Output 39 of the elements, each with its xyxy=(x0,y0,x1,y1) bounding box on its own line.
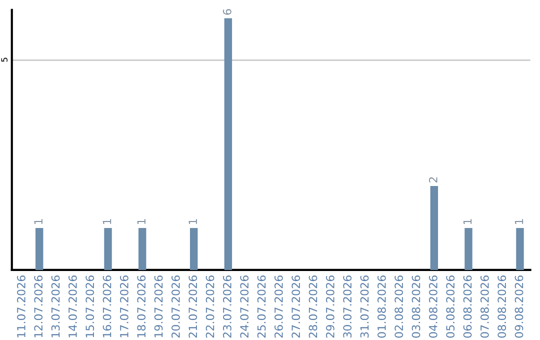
x-tick-label: 08.08.2026 xyxy=(498,276,506,338)
x-tick-label: 18.07.2026 xyxy=(137,276,146,338)
x-tick-label: 28.07.2026 xyxy=(308,276,318,338)
x-tick-label: 05.08.2026 xyxy=(446,276,455,338)
x-tick-label: 26.07.2026 xyxy=(274,276,283,338)
x-tick-label: 30.07.2026 xyxy=(343,276,352,338)
data-label: 6 xyxy=(222,9,232,15)
data-label: 1 xyxy=(137,219,146,224)
x-tick-label: 04.08.2026 xyxy=(428,276,438,338)
x-tick-label: 14.07.2026 xyxy=(68,276,77,338)
x-tick-label: 09.08.2026 xyxy=(514,276,524,338)
x-tick-label: 13.07.2026 xyxy=(51,276,60,338)
x-tick-label: 07.08.2026 xyxy=(480,276,489,338)
x-tick-label: 29.07.2026 xyxy=(326,276,334,338)
x-tick-label: 06.08.2026 xyxy=(463,276,472,338)
x-tick-label: 21.07.2026 xyxy=(188,276,198,338)
y-tick-label: 5 xyxy=(1,58,8,62)
x-tick-label: 03.08.2026 xyxy=(412,276,420,338)
x-tick-label: 27.07.2026 xyxy=(292,276,300,338)
data-label: 2 xyxy=(428,177,438,182)
x-tick-label: 24.07.2026 xyxy=(240,276,249,338)
x-tick-label: 31.07.2026 xyxy=(360,276,369,338)
x-tick-label: 17.07.2026 xyxy=(120,276,128,338)
x-tick-label: 15.07.2026 xyxy=(86,276,94,338)
x-tick-label: 11.07.2026 xyxy=(17,276,26,338)
x-tick-label: 02.08.2026 xyxy=(394,276,404,338)
x-tick-label: 19.07.2026 xyxy=(154,276,163,338)
x-tick-label: 22.07.2026 xyxy=(206,276,214,338)
data-label: 1 xyxy=(514,219,524,224)
x-tick-label: 25.07.2026 xyxy=(257,276,266,338)
data-label: 1 xyxy=(102,219,112,224)
x-tick-label: 23.07.2026 xyxy=(222,276,232,338)
x-tick-label: 20.07.2026 xyxy=(171,276,180,338)
x-tick-label: 12.07.2026 xyxy=(34,276,43,338)
data-label: 1 xyxy=(463,219,472,224)
x-tick-label: 16.07.2026 xyxy=(102,276,112,338)
data-label: 1 xyxy=(188,219,197,224)
data-label: 1 xyxy=(34,219,42,224)
x-tick-label: 01.08.2026 xyxy=(377,276,386,338)
